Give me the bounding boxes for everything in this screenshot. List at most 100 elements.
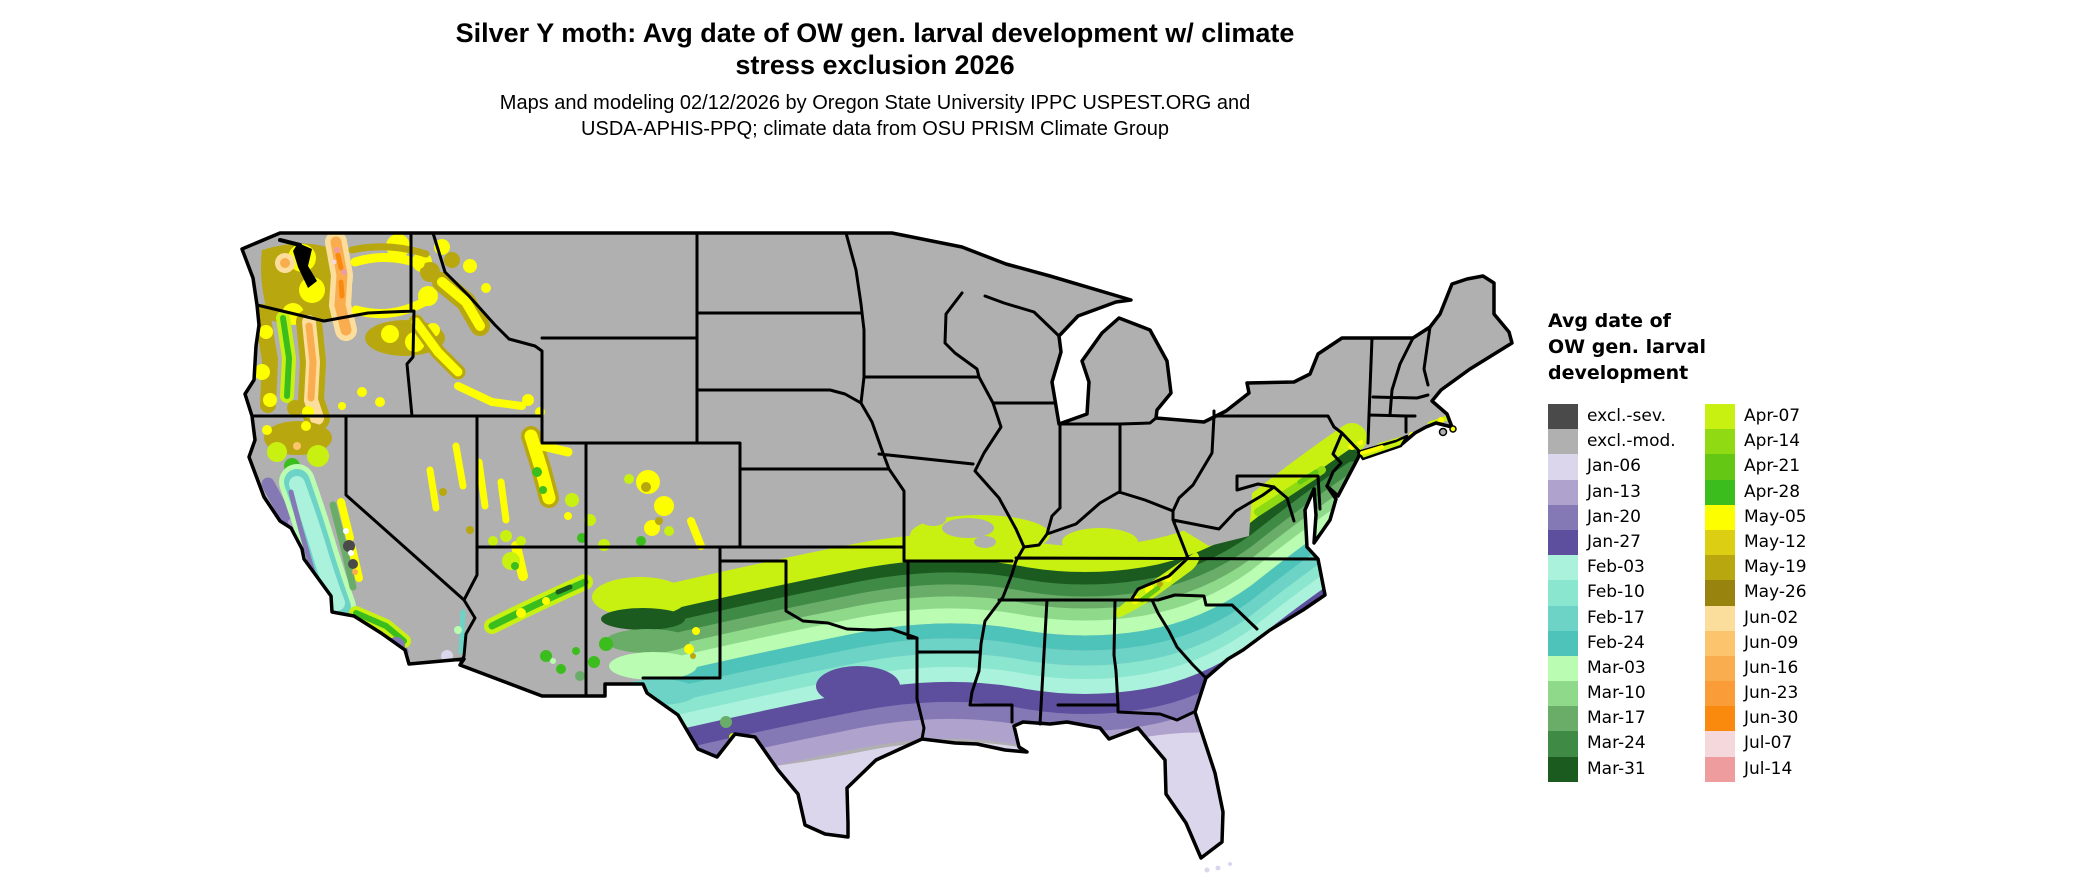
legend-swatch — [1548, 529, 1578, 556]
legend-swatch — [1548, 681, 1578, 707]
band-feb-17 — [657, 527, 1360, 705]
band-detail-overlays — [720, 473, 1333, 741]
legend-label: Apr-14 — [1744, 431, 1801, 452]
subtitle-line-1: Maps and modeling 02/12/2026 by Oregon S… — [499, 92, 1251, 114]
legend-swatch — [1548, 580, 1578, 606]
band-feb-10 — [657, 542, 1360, 720]
legend-swatch — [1705, 529, 1735, 556]
legend-item-apr-21: Apr-21 — [1705, 454, 1807, 480]
legend-item-mar-10: Mar-10 — [1548, 681, 1705, 707]
map-raster-layers — [242, 233, 1512, 858]
legend-swatch — [1705, 580, 1735, 606]
legend-swatch — [1548, 404, 1578, 430]
legend-label: Mar-10 — [1587, 683, 1646, 704]
state-borders — [250, 231, 1432, 741]
legend-swatch — [1548, 605, 1578, 631]
legend-item-apr-28: Apr-28 — [1705, 479, 1807, 505]
legend-swatch — [1548, 429, 1578, 455]
puget-sound-water — [278, 238, 317, 288]
legend-columns: excl.-sev. excl.-mod. Jan-06 Jan-13 Jan-20 Ja… — [1548, 404, 1888, 782]
legend-label: excl.-sev. — [1587, 406, 1666, 426]
legend-label: Mar-03 — [1587, 657, 1646, 678]
legend-item-jan-20: Jan-20 — [1548, 504, 1705, 530]
legend-item-excl-mod: excl.-mod. — [1548, 429, 1705, 455]
legend-swatch — [1705, 555, 1735, 581]
legend-item-mar-24: Mar-24 — [1548, 731, 1705, 757]
jan-06-region — [600, 732, 1340, 858]
legend-swatch — [1705, 731, 1735, 757]
legend-item-jun-30: Jun-30 — [1705, 706, 1807, 732]
legend-item-may-26: May-26 — [1705, 580, 1807, 606]
legend-label: excl.-mod. — [1587, 431, 1676, 452]
legend-swatch — [1548, 706, 1578, 732]
legend-label: Mar-31 — [1587, 758, 1646, 779]
legend-label: May-05 — [1744, 506, 1807, 527]
legend-swatch — [1705, 429, 1735, 455]
legend-item-mar-03: Mar-03 — [1548, 655, 1705, 682]
oregon-detail — [254, 304, 466, 431]
band-feb-03 — [657, 556, 1360, 734]
legend-swatch — [1548, 555, 1578, 581]
legend-label: Apr-28 — [1744, 481, 1801, 502]
legend-label: Jan-13 — [1587, 481, 1641, 502]
legend-item-feb-10: Feb-10 — [1548, 580, 1705, 606]
legend-item-excl-sev: excl.-sev. — [1548, 404, 1705, 430]
legend-item-jan-27: Jan-27 — [1548, 529, 1705, 556]
figure-title: Silver Y moth: Avg date of OW gen. larva… — [150, 17, 1600, 81]
legend-label: May-19 — [1744, 557, 1807, 578]
legend-swatch — [1705, 655, 1735, 682]
legend-item-apr-14: Apr-14 — [1705, 429, 1807, 455]
legend-item-jun-16: Jun-16 — [1705, 655, 1807, 682]
legend-swatch — [1548, 454, 1578, 480]
band-feb-24 — [657, 512, 1360, 690]
legend-swatch — [1705, 404, 1735, 430]
subtitle-line-2: USDA-APHIS-PPQ; climate data from OSU PR… — [581, 118, 1169, 140]
legend: Avg date of OW gen. larval development e… — [1548, 308, 1888, 782]
legend-label: Jun-23 — [1744, 683, 1799, 704]
idaho-detail — [432, 259, 545, 417]
band-mar-03 — [657, 497, 1360, 675]
legend-label: Feb-17 — [1587, 607, 1645, 628]
band-mar-31 — [658, 449, 1359, 625]
legend-swatch — [1548, 655, 1578, 682]
legend-label: May-12 — [1744, 531, 1807, 552]
legend-swatch — [1548, 756, 1578, 782]
legend-item-feb-17: Feb-17 — [1548, 605, 1705, 631]
legend-item-jun-23: Jun-23 — [1705, 681, 1807, 707]
legend-label: Jul-07 — [1744, 733, 1793, 754]
legend-swatch — [1705, 605, 1735, 631]
legend-item-feb-24: Feb-24 — [1548, 630, 1705, 656]
legend-label: Jun-09 — [1744, 632, 1799, 653]
legend-label: Jan-06 — [1587, 456, 1641, 477]
legend-label: Jan-27 — [1587, 531, 1641, 552]
legend-item-may-05: May-05 — [1705, 504, 1807, 530]
legend-swatch — [1548, 504, 1578, 530]
legend-label: Jun-30 — [1744, 708, 1799, 729]
legend-swatch — [1548, 731, 1578, 757]
legend-label: Mar-24 — [1587, 733, 1646, 754]
legend-label: Apr-07 — [1744, 406, 1801, 426]
legend-swatch — [1705, 706, 1735, 732]
legend-label: Mar-17 — [1587, 708, 1646, 729]
legend-item-may-19: May-19 — [1705, 555, 1807, 581]
title-line-1: Silver Y moth: Avg date of OW gen. larva… — [455, 18, 1295, 48]
legend-swatch — [1705, 479, 1735, 505]
legend-label: Jul-14 — [1744, 758, 1793, 779]
legend-item-jun-09: Jun-09 — [1705, 630, 1807, 656]
legend-swatch — [1705, 756, 1735, 782]
legend-label: Jan-20 — [1587, 506, 1641, 527]
legend-swatch — [1548, 479, 1578, 505]
legend-label: Jun-02 — [1744, 607, 1799, 628]
legend-item-jan-06: Jan-06 — [1548, 454, 1705, 480]
legend-item-jul-14: Jul-14 — [1705, 756, 1807, 782]
title-line-2: stress exclusion 2026 — [735, 50, 1015, 80]
legend-title: Avg date of OW gen. larval development — [1548, 310, 1706, 384]
legend-swatch — [1705, 681, 1735, 707]
legend-label: Feb-03 — [1587, 557, 1645, 578]
legend-swatch — [1705, 454, 1735, 480]
legend-column-1: excl.-sev. excl.-mod. Jan-06 Jan-13 Jan-20 Ja… — [1548, 404, 1705, 782]
legend-item-mar-17: Mar-17 — [1548, 706, 1705, 732]
legend-swatch — [1705, 504, 1735, 530]
legend-label: Jun-16 — [1744, 657, 1799, 678]
